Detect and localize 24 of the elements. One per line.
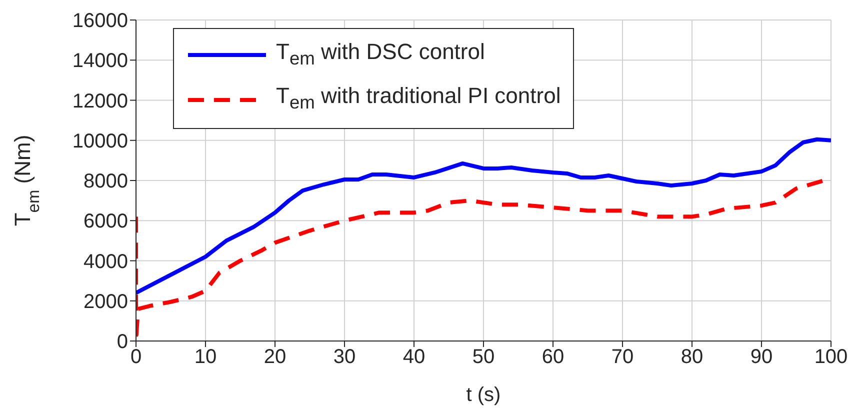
x-tick-label: 60 — [542, 346, 564, 368]
x-tick-label: 30 — [333, 346, 356, 368]
y-tick-label: 8000 — [84, 170, 128, 193]
x-axis-title: t (s) — [466, 384, 501, 406]
legend-label: T$_{em}$ with DSC control — [276, 38, 485, 70]
x-tick-label: 20 — [264, 346, 286, 368]
x-tick-label: 100 — [814, 346, 848, 368]
y-tick-label: 0 — [116, 331, 128, 354]
x-tick-label: 50 — [472, 346, 495, 368]
y-tick-label: 10000 — [72, 130, 128, 152]
y-tick-label: 6000 — [84, 210, 128, 233]
x-tick-label: 70 — [611, 346, 634, 368]
x-tick-label: 40 — [402, 346, 426, 368]
x-tick-label: 90 — [750, 346, 773, 368]
y-tick-label: 2000 — [84, 290, 128, 313]
x-tick-label: 0 — [130, 346, 142, 368]
y-tick-label: 14000 — [72, 50, 128, 72]
y-tick-label: 12000 — [72, 90, 128, 112]
x-tick-label: 80 — [680, 346, 704, 368]
y-tick-label: 16000 — [72, 10, 128, 32]
legend-label: T$_{em}$ with traditional PI control — [276, 82, 561, 115]
y-tick-label: 4000 — [84, 250, 128, 273]
x-tick-label: 10 — [194, 346, 217, 368]
line-series — [136, 137, 831, 295]
